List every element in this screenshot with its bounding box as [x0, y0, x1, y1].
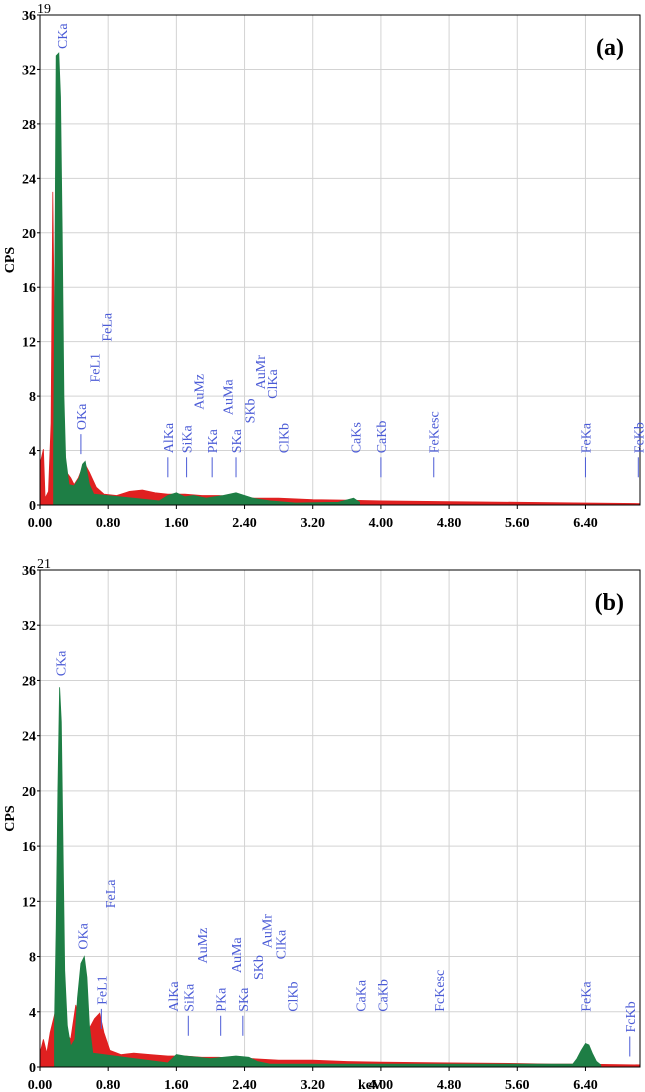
x-tick-label: 2.40	[232, 516, 257, 531]
panel-label: (b)	[595, 590, 624, 616]
y-tick-label: 24	[22, 730, 36, 745]
peak-label-fel1: FeL1	[89, 353, 104, 383]
y-tick-label: 12	[22, 895, 36, 910]
y-tick-label: 0	[29, 1061, 36, 1076]
y-tick-label: 16	[22, 281, 36, 296]
panel-label: (a)	[596, 35, 624, 61]
spectrum-green-series	[53, 52, 360, 506]
peak-label-cka: CKa	[56, 23, 71, 49]
peak-label-sika: SiKa	[181, 424, 196, 453]
peak-label-aumr: AuMr	[261, 914, 276, 949]
peak-label-clkb: ClKb	[286, 981, 301, 1011]
peak-label-feka: FeKa	[579, 422, 594, 453]
peak-label-fel1: FeL1	[95, 975, 110, 1005]
peak-label-fela: FeLa	[104, 879, 119, 909]
peak-label-aumz: AuMz	[193, 374, 208, 410]
y-tick-label: 32	[22, 63, 36, 78]
peak-label-cakb: CaKb	[377, 979, 392, 1012]
peak-label-fekesc: FeKesc	[428, 411, 443, 453]
y-tick-label: 4	[29, 1006, 36, 1021]
y-tick-label: 32	[22, 619, 36, 634]
plot-frame	[39, 14, 641, 506]
x-tick-label: 4.80	[437, 1078, 462, 1092]
x-tick-label: 6.40	[573, 1078, 598, 1092]
peak-label-skb: SKb	[244, 398, 259, 423]
peak-label-caks: CaKs	[349, 422, 364, 453]
y-tick-label: 36	[22, 9, 36, 24]
x-tick-label: 0.80	[96, 516, 121, 531]
peak-label-alka: AlKa	[167, 981, 182, 1012]
x-tick-label: 5.60	[505, 516, 530, 531]
peak-label-caka: CaKa	[354, 979, 369, 1012]
x-tick-label: 0.00	[28, 1078, 53, 1092]
y-tick-label: 28	[22, 674, 36, 689]
x-tick-label: 6.40	[573, 516, 598, 531]
y-tick-label: 12	[22, 336, 36, 351]
x-tick-label: 3.20	[300, 1078, 325, 1092]
peak-label-cka: CKa	[54, 650, 69, 676]
x-axis-label: keV	[358, 1078, 382, 1092]
plot-frame	[39, 569, 641, 1068]
panel-b: 0 4 8 12 16 20 24 28 32 36 0.00 0.80 1.60 2.40 3.20 4.0…	[3, 557, 641, 1092]
peak-label-oka: OKa	[77, 922, 92, 949]
peak-label-ska: SKa	[230, 428, 245, 453]
y-tick-label: 28	[22, 118, 36, 133]
y-tick-label: 36	[22, 564, 36, 579]
x-tick-label: 3.20	[300, 516, 325, 531]
peak-label-feka: FeKa	[579, 981, 594, 1012]
x-tick-label: 2.40	[232, 1078, 257, 1092]
peak-label-alka: AlKa	[162, 422, 177, 453]
peak-label-oka: OKa	[75, 403, 90, 430]
y-axis-label: CPS	[3, 247, 18, 274]
y-tick-label: 16	[22, 840, 36, 855]
peak-label-sika: SiKa	[182, 983, 197, 1012]
peak-label-fckesc: FcKesc	[433, 970, 448, 1012]
x-tick-label: 4.00	[369, 1078, 394, 1092]
x-tick-label: 0.80	[96, 1078, 121, 1092]
y-tick-label: 8	[29, 951, 36, 966]
peak-label-auma: AuMa	[222, 379, 237, 416]
peak-label-pka: PKa	[206, 428, 221, 453]
peak-label-fckb: FcKb	[624, 1001, 639, 1032]
x-tick-label: 1.60	[164, 516, 189, 531]
peak-label-cakb: CaKb	[375, 421, 390, 454]
max-counts-label: 21	[37, 557, 51, 572]
peak-label-clka: ClKa	[274, 929, 289, 959]
y-tick-label: 20	[22, 785, 36, 800]
peak-label-fela: FeLa	[100, 312, 115, 342]
y-tick-label: 4	[29, 445, 36, 460]
panel-a: 0 4 8 12 16 20 24 28 32 36 0.00 0.80 1.60 2.40 3.20 4.0…	[3, 2, 645, 531]
x-tick-label: 1.60	[164, 1078, 189, 1092]
peak-label-skb: SKb	[252, 955, 267, 980]
y-tick-label: 0	[29, 499, 36, 514]
peak-label-pka: PKa	[215, 987, 230, 1012]
peak-label-clka: ClKa	[266, 368, 281, 398]
y-axis-label: CPS	[3, 805, 18, 832]
spectrum-red-series	[39, 191, 641, 506]
peak-label-ska: SKa	[237, 987, 252, 1012]
peak-label-auma: AuMa	[230, 937, 245, 974]
peak-label-aumz: AuMz	[196, 928, 211, 964]
peak-label-clkb: ClKb	[278, 423, 293, 453]
x-tick-label: 0.00	[28, 516, 53, 531]
max-counts-label: 19	[37, 2, 51, 17]
y-tick-label: 8	[29, 390, 36, 405]
y-tick-label: 20	[22, 227, 36, 242]
peak-label-aumr: AuMr	[254, 355, 269, 390]
y-tick-label: 24	[22, 172, 36, 187]
x-tick-label: 4.80	[437, 516, 462, 531]
x-tick-label: 5.60	[505, 1078, 530, 1092]
peak-label-fekb: FeKb	[632, 422, 645, 453]
spectrum-green-series	[54, 687, 602, 1068]
x-tick-label: 4.00	[369, 516, 394, 531]
